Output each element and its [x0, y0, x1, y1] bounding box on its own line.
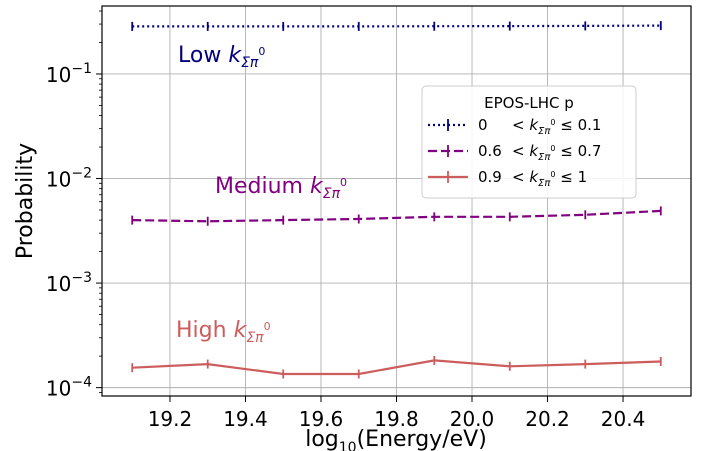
- y-tick-label: 10−3: [46, 270, 92, 296]
- legend-entry-label: 0.6 < kΣπ0 ≤ 0.7: [478, 142, 601, 163]
- annotation-medium: Medium kΣπ0: [215, 174, 347, 202]
- series-layer: [131, 21, 662, 379]
- y-axis-label: Probability: [13, 143, 38, 259]
- y-tick-label: 10−4: [46, 375, 92, 401]
- series-line-low: [132, 24, 661, 28]
- legend-entry: 0 < kΣπ0 ≤ 0.1: [428, 116, 601, 137]
- legend-entry: 0.9 < kΣπ0 ≤ 1: [428, 168, 587, 189]
- annotation-low: Low kΣπ0: [178, 43, 265, 71]
- legend-box: [421, 85, 637, 199]
- y-axis-ticks: 10−1 10−2 10−3 10−4: [46, 10, 102, 401]
- x-tick-label: 19.8: [374, 407, 419, 431]
- x-tick-label: 19.6: [299, 407, 344, 431]
- x-tick-label: 20.2: [525, 407, 570, 431]
- x-tick-label: 20.4: [601, 407, 646, 431]
- x-tick-label: 20.0: [450, 407, 495, 431]
- series-annotations: Low kΣπ0 Medium kΣπ0 High kΣπ0: [176, 43, 347, 346]
- y-tick-label: 10−2: [46, 166, 92, 192]
- x-axis-label: log10(Energy/eV): [305, 427, 487, 451]
- y-tick-label: 10−1: [46, 61, 92, 87]
- legend-title: EPOS-LHC p: [484, 94, 574, 112]
- series-line-high: [132, 359, 661, 376]
- x-tick-label: 19.4: [223, 407, 268, 431]
- series-line-medium: [132, 209, 661, 223]
- legend-entry-label: 0.9 < kΣπ0 ≤ 1: [478, 168, 587, 189]
- x-axis-ticks: 19.2 19.4 19.6 19.8 20.0 20.2 20.4: [148, 396, 646, 431]
- legend-entry-label: 0 < kΣπ0 ≤ 0.1: [478, 116, 601, 137]
- legend-entry: 0.6 < kΣπ0 ≤ 0.7: [428, 142, 601, 163]
- annotation-high: High kΣπ0: [176, 318, 271, 346]
- x-tick-label: 19.2: [148, 407, 193, 431]
- legend: EPOS-LHC p 0 < kΣπ0 ≤ 0.1 0.6 < kΣπ0 ≤ 0.7 0…: [421, 85, 637, 199]
